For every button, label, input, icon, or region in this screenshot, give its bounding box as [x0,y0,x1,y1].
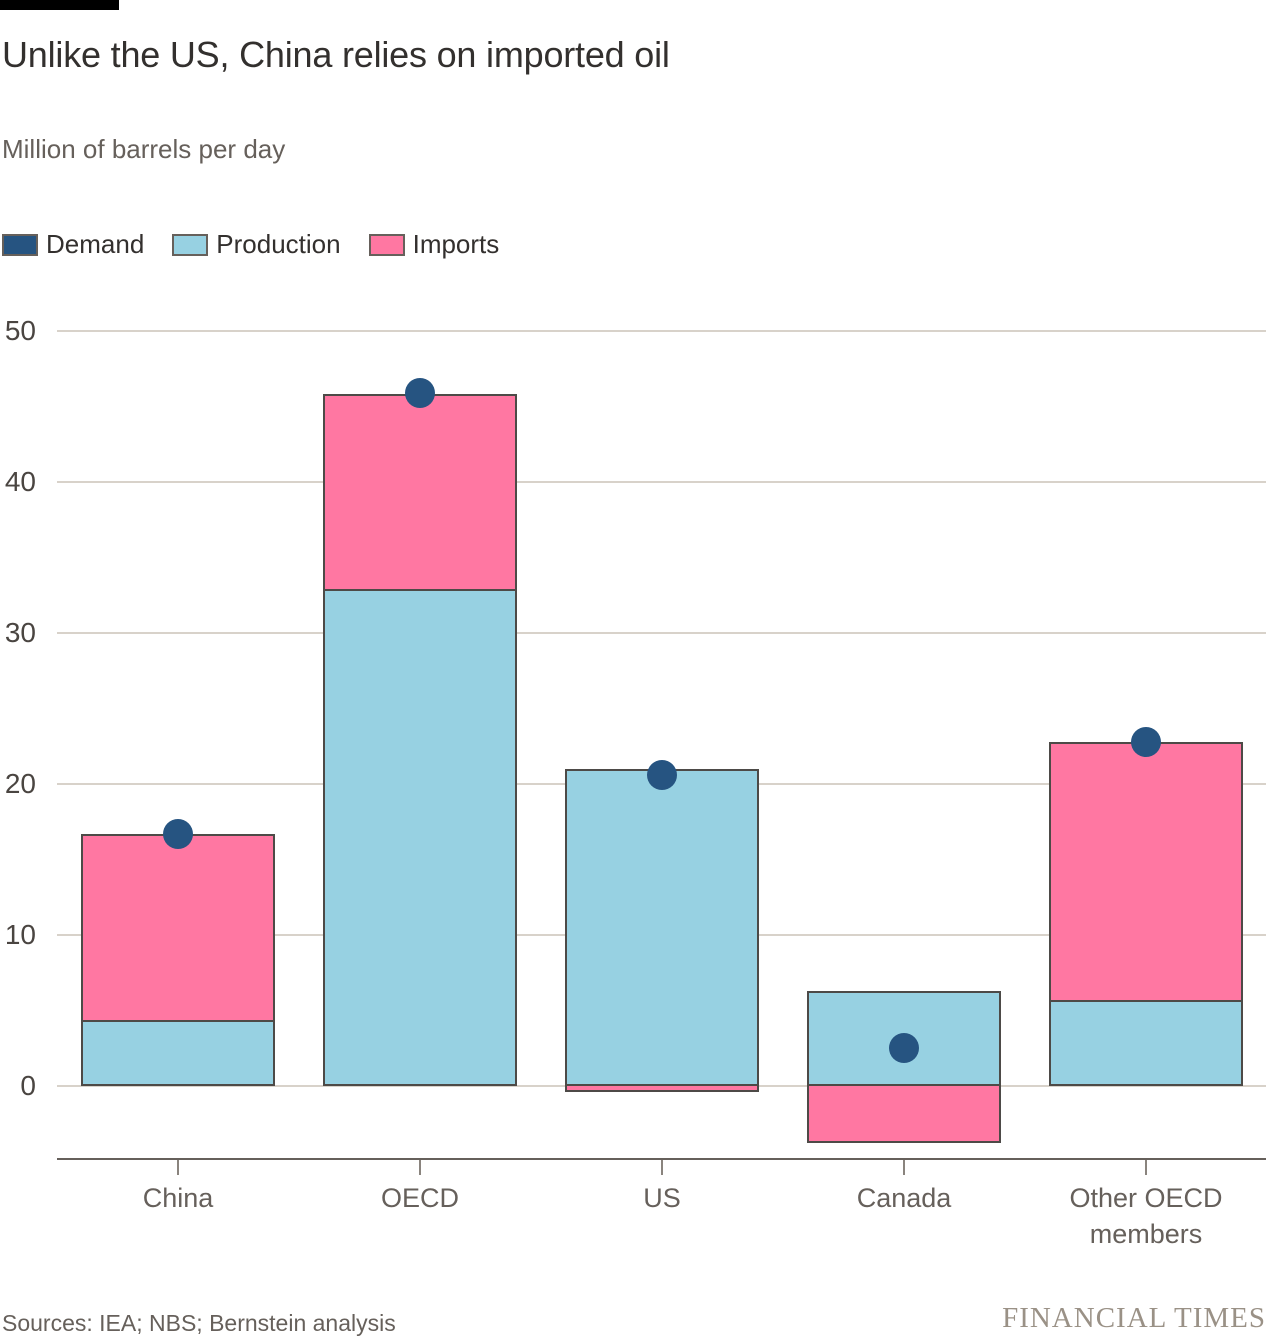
x-tick [419,1159,421,1175]
x-category-label: China [142,1183,214,1213]
bar-segment-production [565,768,759,1086]
x-category-label: Other OECD members [1069,1183,1223,1249]
x-tick [1145,1159,1147,1175]
x-tick [903,1159,905,1175]
y-tick-label: 40 [4,466,36,497]
x-tick [661,1159,663,1175]
y-tick-label: 20 [4,768,36,799]
legend-label-demand: Demand [46,229,145,259]
imports-swatch-icon [368,233,405,256]
y-tick-label: 30 [4,617,36,648]
bar-segment-imports [1049,741,1243,1002]
y-tick-label: 50 [4,315,36,346]
legend-item-imports: Imports [368,229,500,260]
bar-segment-imports [323,394,517,592]
demand-dot [163,818,193,849]
bar-segment-production [81,1019,275,1086]
ft-top-black-bar [0,0,119,10]
demand-dot [647,759,677,790]
demand-dot [405,377,435,408]
sources-note: Sources: IEA; NBS; Bernstein analysis [2,1310,396,1336]
legend-label-imports: Imports [412,229,500,259]
chart-subtitle: Million of barrels per day [2,134,286,164]
bar-segment-imports [807,1084,1001,1144]
legend-item-demand: Demand [2,229,144,260]
y-tick-label: 0 [20,1070,36,1101]
legend-item-production: Production [172,229,341,260]
financial-times-logo: FINANCIAL TIMES [1002,1302,1266,1334]
bar-segment-imports [565,1084,759,1093]
gridline [57,632,1266,634]
legend-label-production: Production [216,229,341,259]
x-category-label: OECD [380,1183,459,1213]
y-tick-label: 10 [4,919,36,950]
bar-segment-production [1049,999,1243,1086]
demand-dot [1131,726,1161,757]
legend: Demand Production Imports [2,229,499,260]
x-category-label: Canada [856,1183,952,1213]
bar-segment-imports [81,833,275,1022]
production-swatch-icon [172,233,209,256]
x-tick [177,1159,179,1175]
x-category-label: US [643,1183,681,1213]
demand-dot [889,1033,919,1064]
bar-segment-production [323,589,517,1086]
gridline [57,330,1266,332]
gridline [57,481,1266,483]
x-axis-line [57,1158,1266,1160]
demand-swatch-icon [2,233,38,256]
chart-title: Unlike the US, China relies on imported … [2,34,670,75]
